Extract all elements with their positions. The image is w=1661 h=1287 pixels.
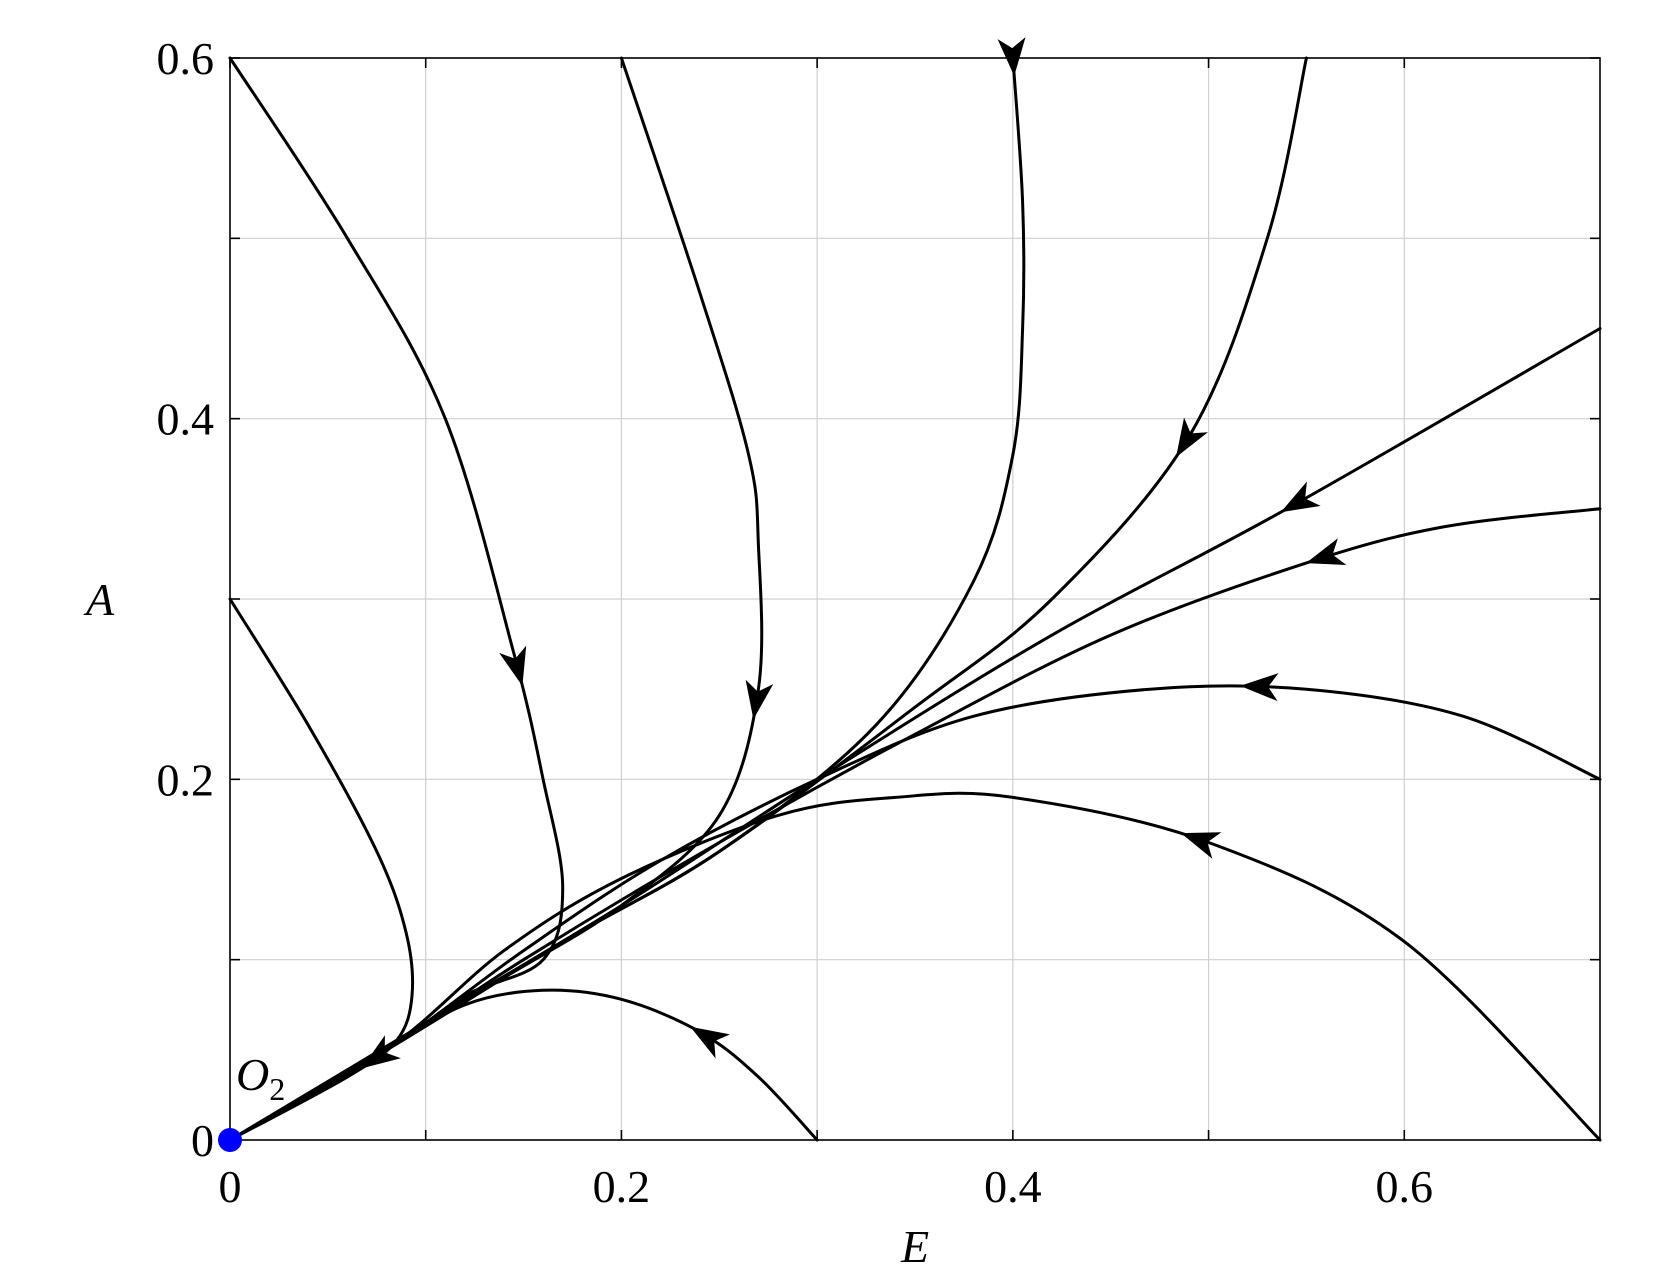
trajectory-arrowhead	[1176, 417, 1208, 458]
x-tick-label: 0.4	[984, 1161, 1042, 1212]
trajectory-line	[228, 791, 1602, 1142]
y-axis-label: A	[83, 574, 115, 625]
equilibrium-label: O2	[236, 1049, 285, 1107]
trajectory-arrowhead	[1280, 481, 1321, 513]
x-tick-label: 0	[219, 1161, 242, 1212]
trajectory-line	[228, 597, 415, 1142]
trajectory-line	[228, 988, 819, 1142]
trajectory-arrowhead	[499, 645, 527, 686]
x-tick-label: 0.6	[1376, 1161, 1434, 1212]
trajectory-arrowhead	[361, 1035, 401, 1069]
trajectory-arrowhead	[997, 37, 1026, 76]
trajectory-arrowhead	[690, 1026, 731, 1059]
x-tick-label: 0.2	[593, 1161, 651, 1212]
axis-ticks	[229, 57, 1600, 1141]
equilibrium-point: O2	[218, 1049, 285, 1152]
trajectories	[228, 37, 1602, 1142]
y-tick-label: 0.4	[157, 394, 215, 445]
trajectory-arrowhead	[745, 679, 774, 720]
trajectory-arrowhead	[1305, 538, 1347, 565]
x-axis-label: E	[900, 1221, 929, 1272]
y-tick-label: 0	[191, 1115, 214, 1166]
trajectory-arrowhead	[1240, 673, 1279, 702]
grid-lines	[230, 58, 1600, 1140]
y-tick-label: 0.6	[157, 33, 215, 84]
trajectory-line	[228, 684, 1602, 1142]
equilibrium-marker	[218, 1128, 242, 1152]
y-tick-label: 0.2	[157, 754, 215, 805]
trajectory-line	[228, 507, 1602, 1142]
axis-tick-labels: 0 0.2 0.4 0.6 0 0.2 0.4 0.6	[157, 33, 1434, 1212]
trajectory-arrowhead	[1180, 832, 1222, 859]
